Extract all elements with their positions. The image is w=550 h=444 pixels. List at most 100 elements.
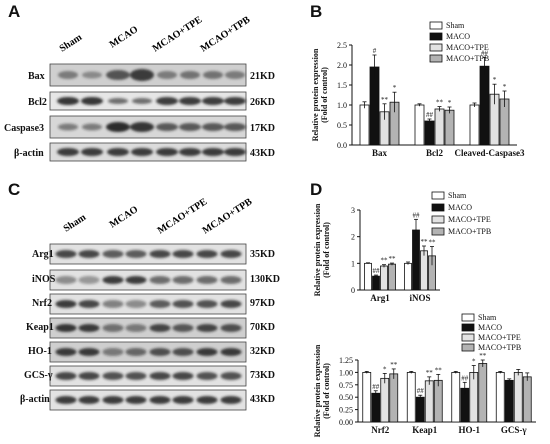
y-tick-label: 1.0 [337, 101, 347, 110]
significance-label: ** [421, 238, 429, 246]
significance-label: ** [436, 99, 444, 107]
x-tick-label: Nrf2 [371, 425, 389, 435]
significance-label: ## [413, 211, 421, 219]
panel-letter-d: D [310, 180, 323, 199]
bar [469, 371, 479, 423]
y-tick-label: 0.5 [337, 121, 347, 130]
bar [415, 396, 425, 423]
significance-label: ** [381, 96, 389, 104]
legend-label: Sham [478, 313, 497, 322]
blot-a-strip-bcl2 [49, 91, 247, 111]
panel-letter-b: B [310, 2, 323, 21]
significance-label: # [373, 47, 377, 55]
significance-label: ## [461, 374, 469, 382]
significance-label: * [448, 99, 452, 107]
significance-label: ** [381, 257, 389, 265]
y-tick-label: 1.5 [337, 81, 347, 90]
legend-swatch [461, 323, 475, 332]
legend-swatch [431, 191, 445, 200]
legend-label: MACO+TPE [446, 43, 489, 52]
significance-label: ## [373, 267, 381, 275]
legend-swatch [431, 203, 445, 212]
bar [451, 371, 461, 423]
y-tick-label: 2.0 [337, 61, 347, 70]
y-tick-label: 1.25 [339, 356, 353, 365]
legend-swatch [431, 227, 445, 236]
significance-label: * [493, 76, 497, 84]
legend-swatch [429, 21, 443, 30]
y-tick-label: 0.0 [337, 141, 347, 150]
bar [424, 380, 434, 423]
x-tick-label: GCS-γ [501, 425, 528, 435]
bar [513, 371, 523, 423]
significance-label: ## [426, 111, 434, 119]
y-tick-label: 3 [351, 206, 355, 215]
legend-swatch [429, 43, 443, 52]
blot-a-row-label: β-actin [14, 148, 44, 159]
x-tick-label: Cleaved-Caspase3 [455, 148, 525, 158]
significance-label: ** [429, 239, 437, 247]
bar [478, 363, 488, 423]
bar [495, 371, 505, 423]
x-tick-label: Bcl2 [426, 148, 443, 158]
y-tick-label: 0.25 [339, 406, 353, 415]
legend-label: MACO [448, 203, 472, 212]
blot-a-row-size: 26KD [250, 97, 275, 108]
x-tick-label: Arg1 [370, 293, 390, 303]
significance-label: * [503, 83, 507, 91]
legend-label: MACO [446, 32, 470, 41]
bar [380, 377, 390, 423]
western-blot-a: Sham MCAO MCAO+TPE MCAO+TPB [4, 14, 275, 162]
blot-a-row-label: Bcl2 [28, 97, 47, 108]
y-tick-label: 1 [351, 259, 355, 268]
y-axis-label: Relative protein expression(Fold of cont… [313, 344, 331, 437]
y-tick-label: 1.00 [339, 368, 353, 377]
panel-letter-c: C [8, 180, 21, 199]
legend-swatch [429, 54, 443, 63]
bar [406, 371, 416, 423]
bar [522, 376, 532, 423]
significance-label: * [472, 357, 476, 365]
y-tick-label: 2 [351, 233, 355, 242]
legend-label: MACO+TPE [478, 333, 521, 342]
legend-label: MACO+TPB [448, 227, 491, 236]
bar [362, 371, 372, 423]
significance-label: ** [390, 361, 398, 369]
blot-a-strip-actin [49, 142, 247, 162]
blot-a-row-size: 21KD [250, 71, 275, 82]
significance-label: ** [479, 352, 487, 360]
legend-label: MACO+TPB [478, 343, 521, 352]
legend-label: MACO+TPE [448, 215, 491, 224]
y-tick-label: 0 [351, 286, 355, 295]
y-axis-label: Relative protein expression(Fold of cont… [311, 48, 329, 141]
x-tick-label: Bax [372, 148, 388, 158]
x-tick-label: iNOS [409, 293, 430, 303]
legend-swatch [461, 313, 475, 322]
y-axis-label: Relative protein expression(Fold of cont… [313, 203, 331, 296]
legend-swatch [461, 343, 475, 352]
y-tick-label: 0.75 [339, 381, 353, 390]
blot-a-row-size: 17KD [250, 123, 275, 134]
legend-label: MACO [478, 323, 502, 332]
x-tick-label: HO-1 [459, 425, 481, 435]
significance-label: * [383, 365, 387, 373]
y-tick-label: 2.5 [337, 41, 347, 50]
blot-a-row-label: Caspase3 [4, 123, 44, 134]
y-tick-label: 0.50 [339, 393, 353, 402]
blot-a-strip-caspase3 [49, 115, 247, 139]
legend-label: MACO+TPB [446, 54, 489, 63]
significance-label: * [393, 84, 397, 92]
blot-a-row-label: Bax [28, 71, 45, 82]
blot-a-row-size: 43KD [250, 148, 275, 159]
bar [504, 379, 514, 423]
significance-label: ## [372, 383, 380, 391]
bar [433, 379, 443, 423]
legend-label: Sham [448, 191, 467, 200]
significance-label: ** [389, 255, 397, 263]
legend-label: Sham [446, 21, 465, 30]
significance-label: ** [435, 366, 443, 374]
significance-label: ## [481, 49, 489, 57]
panel-letter-a: A [8, 2, 21, 21]
